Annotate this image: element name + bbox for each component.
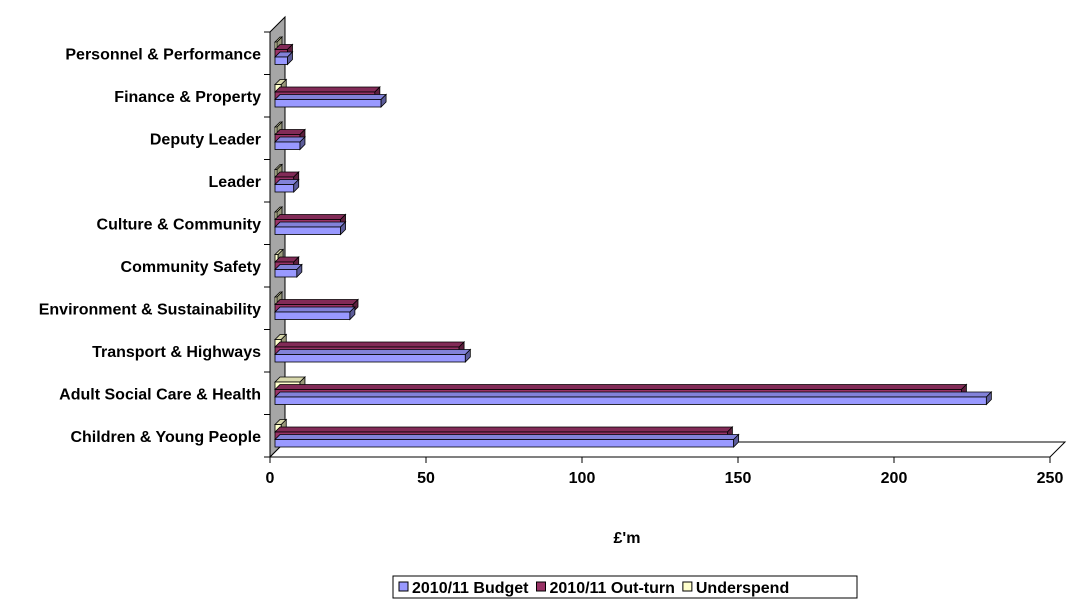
category-label: Transport & Highways [92, 344, 261, 361]
x-tick-label: 100 [569, 470, 596, 487]
legend-swatch [398, 581, 409, 592]
category-label: Finance & Property [114, 89, 261, 106]
category-label: Personnel & Performance [65, 46, 261, 63]
bar-2010-11-budget [274, 348, 472, 363]
x-tick-label: 50 [417, 470, 435, 487]
bar-2010-11-budget [274, 51, 294, 66]
category-label: Children & Young People [70, 429, 261, 446]
legend-label: Underspend [696, 580, 789, 597]
x-tick-label: 150 [725, 470, 752, 487]
category-label: Environment & Sustainability [39, 301, 261, 318]
x-tick-label: 250 [1037, 470, 1064, 487]
legend-swatch [536, 581, 546, 592]
legend-item: Underspend [682, 580, 789, 597]
x-tick-label: 0 [266, 470, 275, 487]
bar-2010-11-budget [274, 306, 356, 321]
bar-2010-11-budget [274, 93, 388, 108]
chart-bars [274, 36, 993, 448]
bar-2010-11-budget [274, 136, 306, 151]
bar-2010-11-budget [274, 221, 347, 236]
bar-2010-11-budget [274, 391, 993, 406]
bar-2010-11-budget [274, 263, 303, 278]
category-label: Community Safety [121, 259, 262, 276]
category-label: Culture & Community [97, 216, 262, 233]
legend-swatch [682, 581, 693, 592]
x-axis-title: £'m [614, 530, 641, 547]
category-label: Deputy Leader [150, 131, 261, 148]
legend-label: 2010/11 Out-turn [550, 580, 675, 597]
category-labels: Personnel & Performance Finance & Propert… [39, 46, 261, 446]
chart-axes [264, 31, 1051, 463]
bar-2010-11-budget [274, 433, 740, 448]
x-tick-label: 200 [881, 470, 908, 487]
bar-2010-11-budget [274, 178, 300, 193]
legend: 2010/11 Budget 2010/11 Out-turn Underspend [392, 575, 858, 599]
legend-item: 2010/11 Out-turn [536, 580, 675, 597]
legend-box [392, 575, 858, 599]
x-tick-labels: 0 50 100 150 200 250 [266, 470, 1064, 487]
category-label: Leader [209, 174, 261, 191]
category-label: Adult Social Care & Health [59, 386, 261, 403]
legend-item: 2010/11 Budget [398, 580, 529, 597]
legend-label: 2010/11 Budget [412, 580, 529, 597]
